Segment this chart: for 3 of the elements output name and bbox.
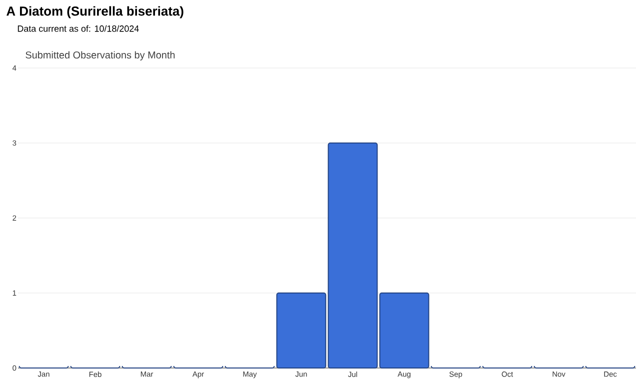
chart-title: A Diatom (Surirella biseriata) [6,6,184,18]
text: Submitted Observations by Month [26,51,175,60]
chart-subtitle: Data current as of: 10/18/2024 [18,25,139,32]
